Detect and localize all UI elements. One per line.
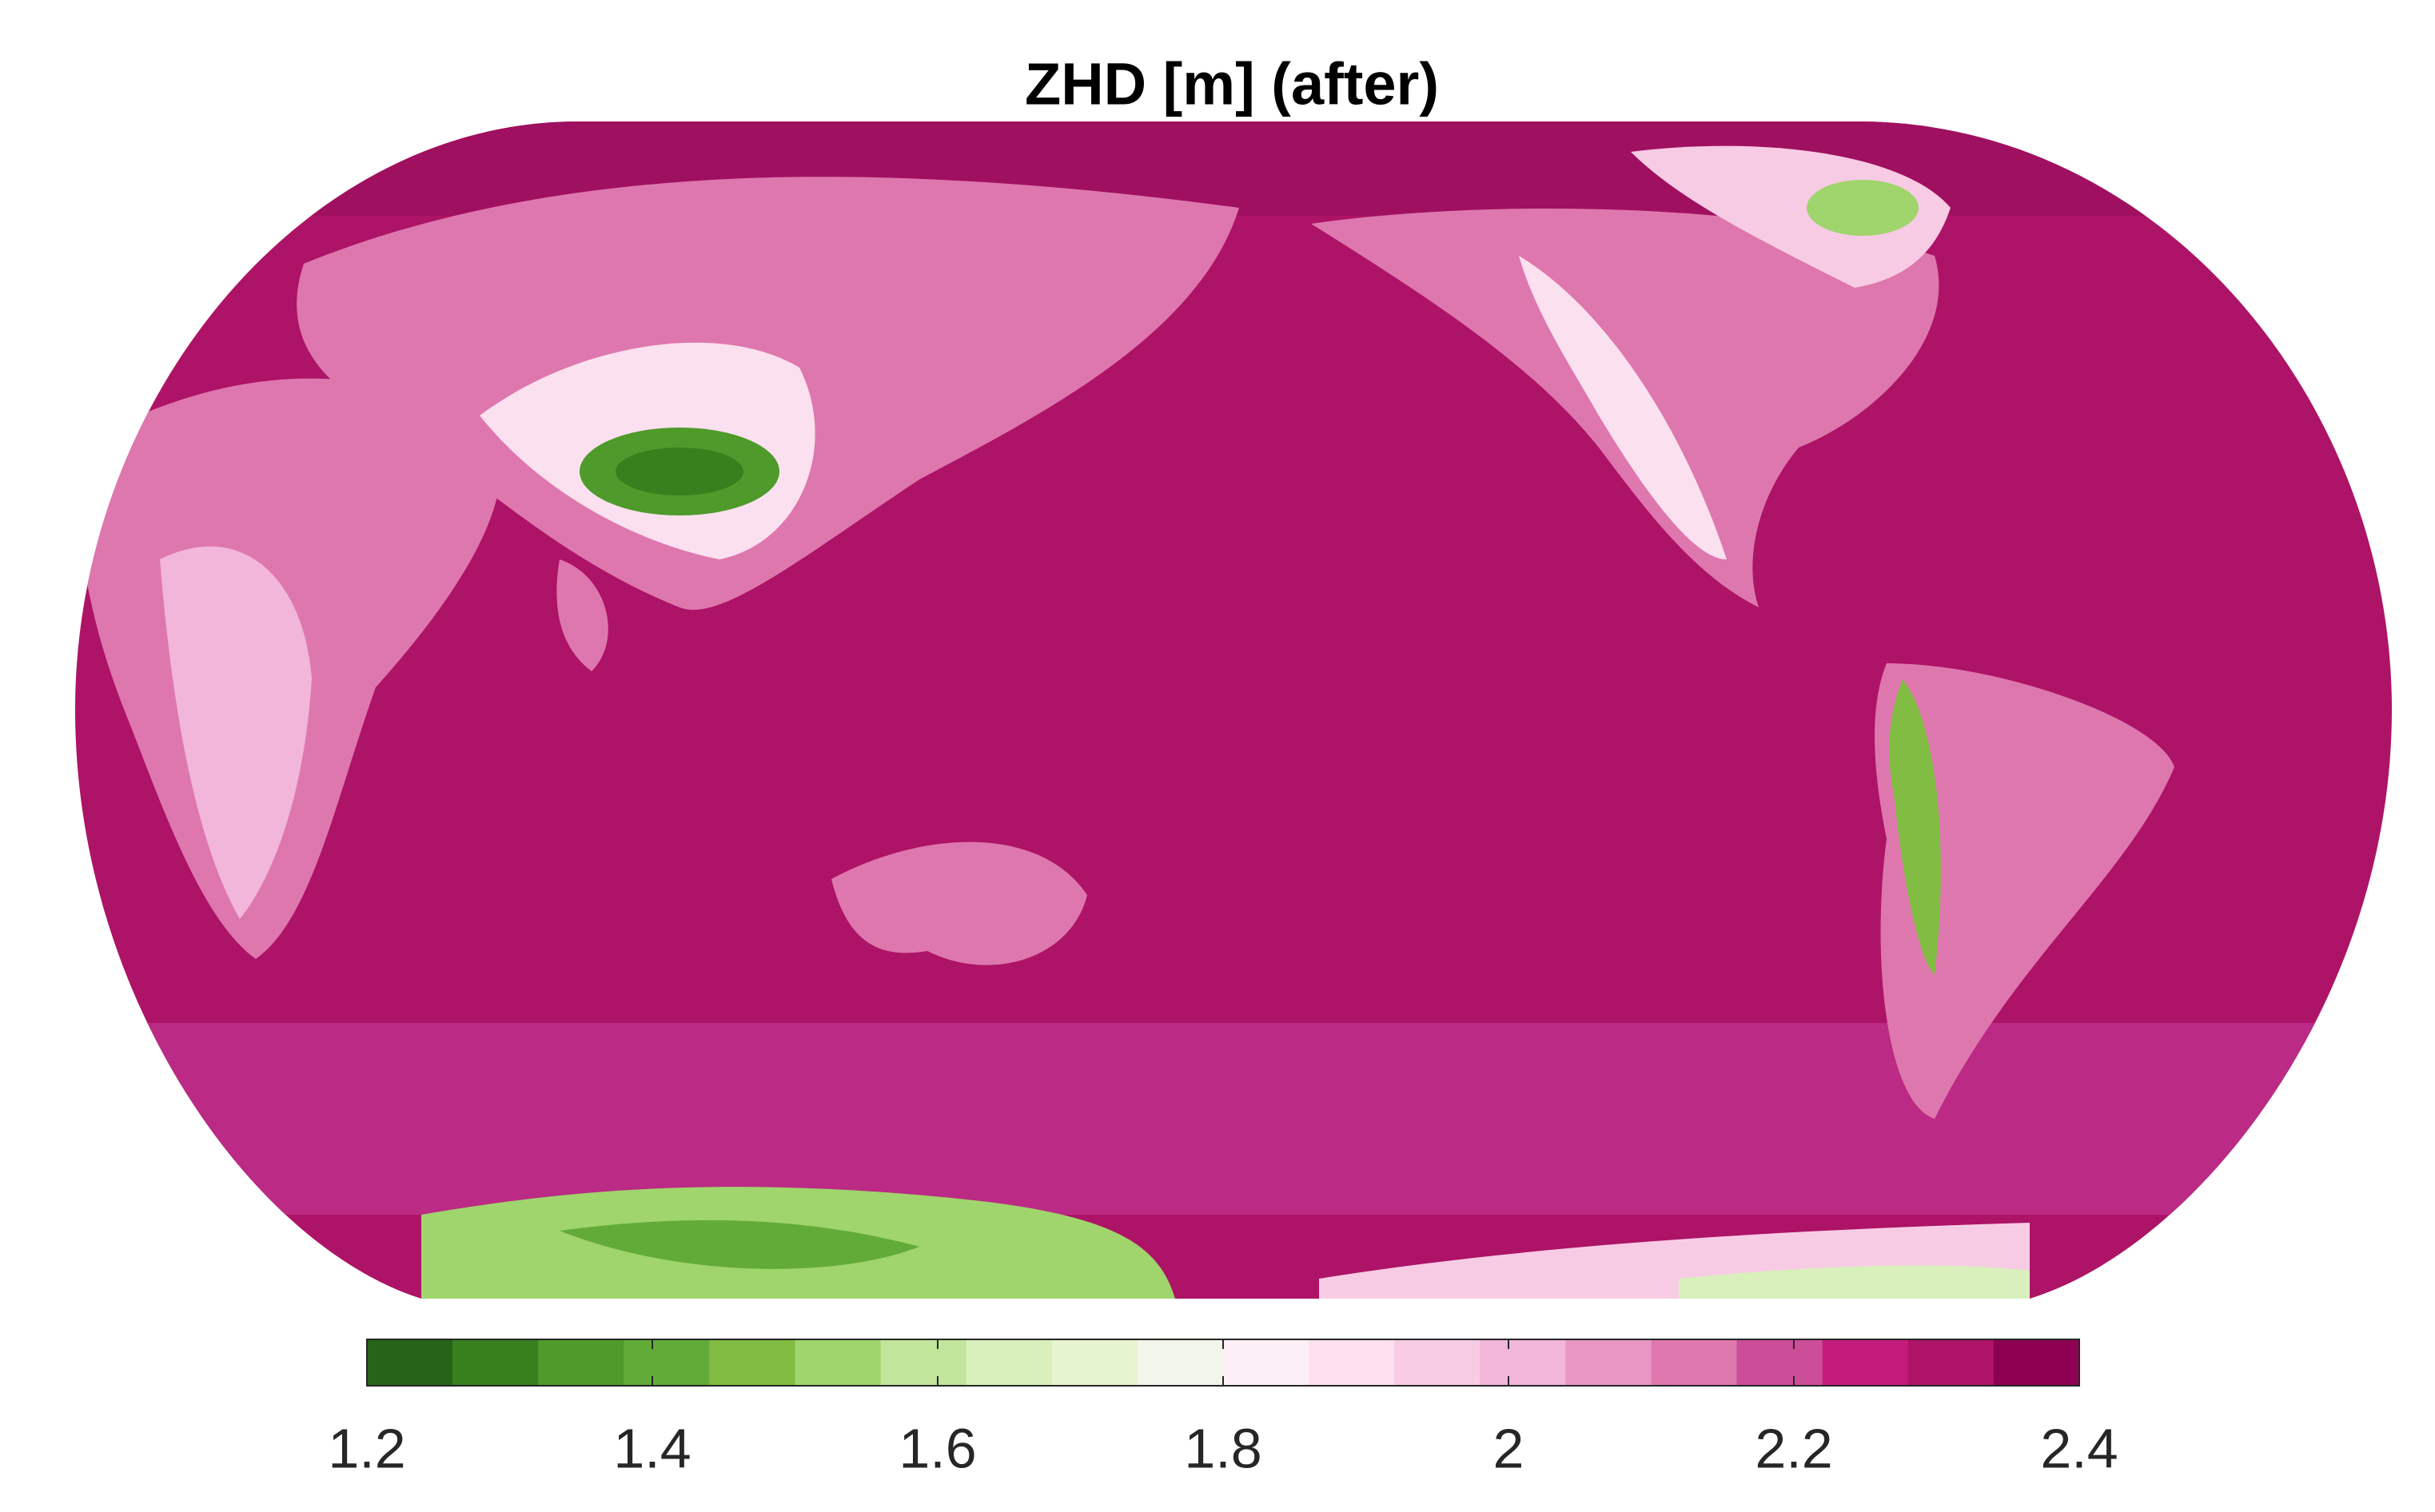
colorbar-cell: [1137, 1339, 1224, 1386]
andes: [1889, 679, 1941, 975]
colorbar-tick-label: 2.4: [2040, 1417, 2118, 1479]
map: [75, 121, 2392, 1299]
colorbar-cell: [624, 1339, 710, 1386]
colorbar-cell: [1051, 1339, 1138, 1386]
rockies: [1519, 256, 1727, 559]
southern-band: [75, 1023, 2392, 1215]
colorbar-cell: [1565, 1339, 1652, 1386]
colorbar-cell: [795, 1339, 882, 1386]
arctic-band: [75, 121, 2392, 216]
colorbar-tick-label: 1.2: [328, 1417, 405, 1479]
africa-highland: [160, 546, 312, 919]
colorbar-tick-label: 2: [1493, 1417, 1524, 1479]
colorbar-cell: [1993, 1339, 2080, 1386]
colorbar-cell: [1223, 1339, 1309, 1386]
south-america: [1875, 663, 2174, 1119]
colorbar-cell: [367, 1339, 453, 1386]
greenland-ice: [1807, 180, 1919, 236]
colorbar-cell: [1309, 1339, 1395, 1386]
colorbar-cell: [709, 1339, 795, 1386]
colorbar-cell: [1651, 1339, 1738, 1386]
colorbar-cell: [538, 1339, 624, 1386]
colorbar-cell: [1736, 1339, 1823, 1386]
colorbar-tick-label: 1.6: [899, 1417, 976, 1479]
colorbar-cell: [452, 1339, 539, 1386]
colorbar-cell: [966, 1339, 1053, 1386]
antarctic-plateau: [560, 1220, 919, 1269]
colorbar-cell: [1907, 1339, 1995, 1386]
colorbar-cell: [1394, 1339, 1481, 1386]
colorbar-cell: [1822, 1339, 1909, 1386]
colorbar-cell: [880, 1339, 967, 1386]
colorbar-tick-label: 1.4: [613, 1417, 691, 1479]
map-title: ZHD [m] (after): [1025, 51, 1439, 117]
colorbar: 1.2 1.4 1.6 1.8 2 2.2 2.4: [328, 1339, 2118, 1479]
australia: [831, 842, 1087, 965]
tibet-core: [616, 448, 743, 495]
west-antarctica-ice: [1679, 1265, 2030, 1299]
colorbar-cell: [1480, 1339, 1566, 1386]
colorbar-tick-label: 2.2: [1755, 1417, 1832, 1479]
colorbar-tick-label: 1.8: [1184, 1417, 1261, 1479]
india: [556, 559, 608, 671]
